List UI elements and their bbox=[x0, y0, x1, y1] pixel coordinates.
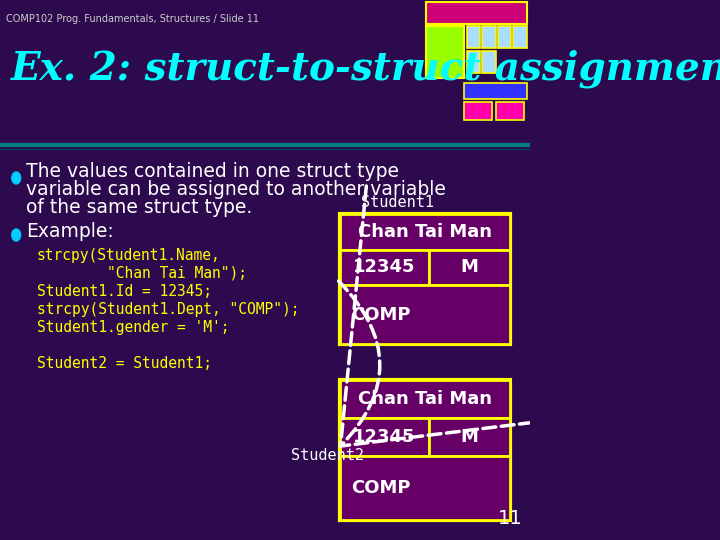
Text: Student1.Id = 12345;: Student1.Id = 12345; bbox=[37, 284, 212, 299]
Text: strcpy(Student1.Dept, "COMP");: strcpy(Student1.Dept, "COMP"); bbox=[37, 302, 300, 317]
Text: strcpy(Student1.Name,: strcpy(Student1.Name, bbox=[37, 248, 220, 263]
FancyArrowPatch shape bbox=[338, 180, 606, 446]
Text: Chan Tai Man: Chan Tai Man bbox=[358, 390, 492, 408]
Text: Student2: Student2 bbox=[291, 448, 364, 463]
Text: "Chan Tai Man");: "Chan Tai Man"); bbox=[37, 266, 247, 281]
Text: The values contained in one struct type: The values contained in one struct type bbox=[26, 162, 399, 181]
Text: M: M bbox=[460, 428, 478, 446]
Bar bbox=[428, 418, 510, 456]
Text: Ex. 2: struct-to-struct assignment: Ex. 2: struct-to-struct assignment bbox=[11, 50, 720, 89]
Circle shape bbox=[12, 172, 21, 184]
Bar bbox=[497, 102, 524, 120]
Bar bbox=[498, 26, 511, 48]
Text: Student2 = Student1;: Student2 = Student1; bbox=[37, 356, 212, 371]
Bar bbox=[341, 214, 510, 344]
Text: 12345: 12345 bbox=[354, 428, 415, 446]
Bar bbox=[482, 26, 496, 48]
Text: Student1.gender = 'M';: Student1.gender = 'M'; bbox=[37, 320, 230, 335]
Text: COMP102 Prog. Fundamentals, Structures / Slide 11: COMP102 Prog. Fundamentals, Structures /… bbox=[6, 14, 259, 24]
Bar bbox=[341, 380, 510, 418]
Text: Chan Tai Man: Chan Tai Man bbox=[358, 223, 492, 241]
Bar bbox=[341, 250, 428, 285]
Bar bbox=[513, 26, 527, 48]
Bar bbox=[464, 83, 528, 99]
Bar bbox=[426, 26, 464, 78]
Bar bbox=[482, 51, 496, 73]
Bar bbox=[341, 418, 428, 456]
Bar bbox=[467, 51, 480, 73]
Text: 11: 11 bbox=[498, 509, 523, 528]
Text: Example:: Example: bbox=[26, 222, 114, 241]
Circle shape bbox=[12, 229, 21, 241]
Text: COMP: COMP bbox=[351, 306, 411, 323]
Bar bbox=[428, 250, 510, 285]
Text: of the same struct type.: of the same struct type. bbox=[26, 198, 252, 217]
Text: variable can be assigned to another variable: variable can be assigned to another vari… bbox=[26, 180, 446, 199]
Bar bbox=[341, 456, 510, 520]
Bar bbox=[341, 285, 510, 344]
Text: 12345: 12345 bbox=[354, 259, 415, 276]
Bar bbox=[464, 102, 492, 120]
Bar bbox=[426, 2, 528, 24]
Bar bbox=[341, 380, 510, 520]
Text: M: M bbox=[460, 259, 478, 276]
Bar bbox=[341, 214, 510, 250]
Text: COMP: COMP bbox=[351, 479, 411, 497]
Text: Student1: Student1 bbox=[361, 195, 434, 210]
Bar bbox=[467, 26, 480, 48]
